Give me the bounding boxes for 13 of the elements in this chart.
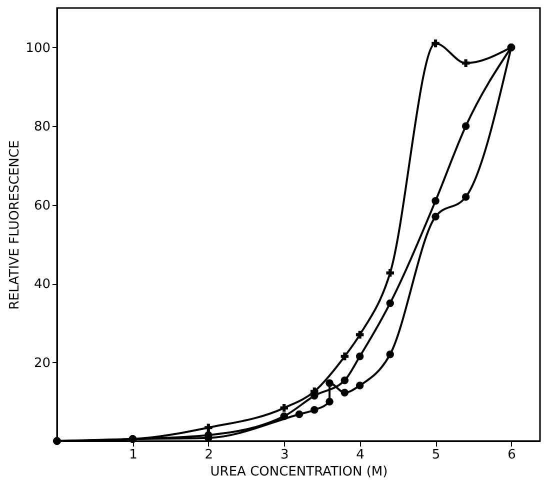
y-tick-label: 80	[34, 120, 50, 135]
y-tick-label: 20	[34, 356, 50, 371]
y-tick-label: 100	[26, 40, 50, 56]
x-tick-label: 6	[508, 448, 516, 462]
y-tick-label: 40	[34, 277, 50, 292]
y-axis-title: RELATIVE FLUORESCENCE	[8, 140, 23, 310]
y-tick-label: 60	[34, 198, 50, 214]
x-tick-label: 5	[432, 448, 440, 462]
x-tick-label: 2	[204, 448, 214, 462]
x-tick-label: 1	[129, 448, 138, 462]
x-tick-label: 3	[280, 448, 289, 462]
x-axis-title: UREA CONCENTRATION (M)	[210, 464, 388, 480]
x-tick-label: 4	[356, 448, 364, 462]
